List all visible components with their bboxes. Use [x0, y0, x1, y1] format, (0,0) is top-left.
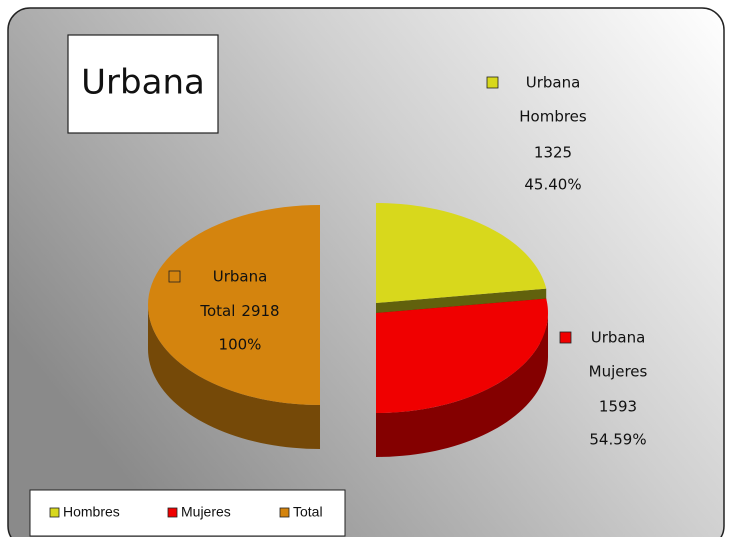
slice-side [148, 305, 320, 449]
legend-label: Hombres [63, 504, 120, 520]
legend-label: Total [293, 504, 323, 520]
data-label-value: 1325 [534, 144, 572, 162]
data-label-percent: 100% [219, 336, 262, 354]
data-label-percent: 54.59% [589, 431, 646, 449]
data-label-category: Mujeres [589, 363, 648, 381]
data-label-series: Urbana [591, 329, 646, 347]
slice [148, 205, 320, 449]
legend-label: Mujeres [181, 504, 231, 520]
chart-title: Urbana [81, 63, 205, 103]
label-swatch [486, 76, 499, 89]
label-swatch [168, 270, 181, 283]
slice [376, 203, 547, 303]
legend-swatch [279, 507, 290, 518]
data-label-percent: 45.40% [524, 176, 581, 194]
data-label-series: Urbana [526, 74, 581, 92]
data-label-category: Hombres [519, 108, 587, 126]
slice-side [376, 313, 548, 457]
slice [376, 298, 548, 413]
label-swatch [559, 331, 572, 344]
data-label-series: Urbana [213, 268, 268, 286]
data-label: Total 2918 [199, 302, 279, 320]
data-label-value: 2918 [241, 302, 279, 320]
slice [148, 205, 320, 405]
legend-swatch [49, 507, 60, 518]
title-box [67, 34, 219, 134]
legend-swatch [167, 507, 178, 518]
slice [376, 298, 548, 457]
data-label-category: Total [199, 302, 235, 320]
data-label-value: 1593 [599, 398, 637, 416]
legend-box [29, 489, 346, 537]
